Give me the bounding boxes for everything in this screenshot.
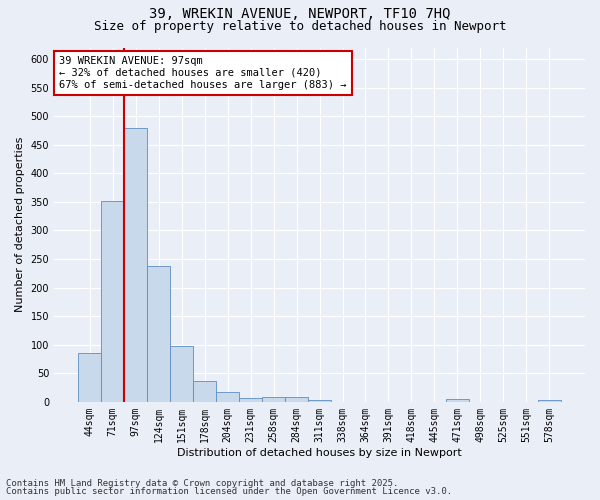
Bar <box>147 266 170 402</box>
Text: Size of property relative to detached houses in Newport: Size of property relative to detached ho… <box>94 20 506 33</box>
Bar <box>538 400 561 402</box>
X-axis label: Distribution of detached houses by size in Newport: Distribution of detached houses by size … <box>177 448 462 458</box>
Text: Contains HM Land Registry data © Crown copyright and database right 2025.: Contains HM Land Registry data © Crown c… <box>6 478 398 488</box>
Bar <box>101 200 124 402</box>
Text: 39, WREKIN AVENUE, NEWPORT, TF10 7HQ: 39, WREKIN AVENUE, NEWPORT, TF10 7HQ <box>149 8 451 22</box>
Bar <box>170 346 193 402</box>
Bar <box>285 398 308 402</box>
Text: 39 WREKIN AVENUE: 97sqm
← 32% of detached houses are smaller (420)
67% of semi-d: 39 WREKIN AVENUE: 97sqm ← 32% of detache… <box>59 56 347 90</box>
Bar <box>193 380 216 402</box>
Bar <box>216 392 239 402</box>
Bar <box>308 400 331 402</box>
Bar <box>78 354 101 402</box>
Bar <box>262 398 285 402</box>
Bar <box>124 128 147 402</box>
Bar <box>239 398 262 402</box>
Y-axis label: Number of detached properties: Number of detached properties <box>15 137 25 312</box>
Text: Contains public sector information licensed under the Open Government Licence v3: Contains public sector information licen… <box>6 487 452 496</box>
Bar <box>446 399 469 402</box>
